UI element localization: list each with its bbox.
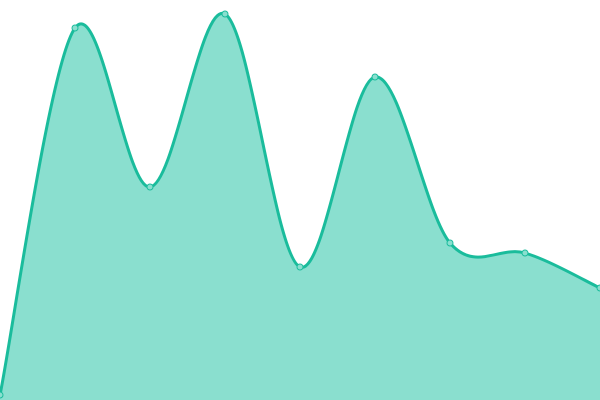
data-points: [0, 10, 600, 399]
data-point-5: [371, 73, 379, 81]
data-point-6: [446, 239, 454, 247]
data-point-1: [71, 24, 79, 32]
data-point-3: [221, 10, 229, 18]
area-fill: [0, 13, 600, 400]
data-point-0: [0, 391, 4, 399]
data-point-4: [296, 263, 304, 271]
data-point-7: [521, 249, 529, 257]
data-point-8: [596, 284, 600, 292]
data-point-2: [146, 183, 154, 191]
